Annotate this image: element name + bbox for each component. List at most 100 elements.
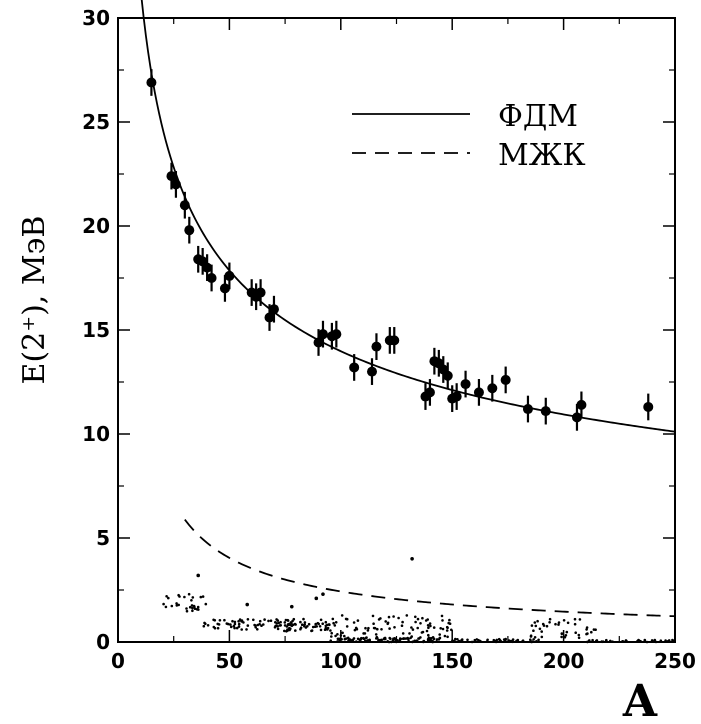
- scatter-dot: [185, 607, 188, 610]
- scatter-dot: [196, 605, 200, 609]
- y-tick-label: 20: [82, 214, 110, 238]
- scatter-dot: [371, 614, 375, 618]
- scatter-dot: [529, 635, 533, 638]
- scatter-dot: [355, 627, 359, 631]
- scatter-dot: [673, 639, 676, 642]
- x-tick-label: 50: [215, 649, 243, 673]
- scatter-dot: [405, 637, 409, 640]
- scatter-dot: [276, 625, 280, 628]
- scatter-dot: [432, 637, 436, 641]
- scatter-dot: [416, 626, 420, 630]
- scatter-dot: [252, 618, 255, 622]
- scatter-dot: [334, 634, 337, 638]
- scatter-dot: [368, 638, 371, 642]
- scatter-dot: [410, 626, 413, 629]
- scatter-dot: [380, 628, 383, 631]
- scatter-dot: [206, 624, 210, 627]
- scatter-dot: [329, 629, 332, 632]
- scatter-dot: [294, 629, 297, 632]
- scatter-dot: [577, 636, 581, 640]
- scatter-dot: [426, 624, 430, 627]
- scatter-dot: [187, 592, 191, 596]
- scatter-dot: [409, 636, 412, 640]
- data-point: [313, 337, 324, 348]
- y-tick-label: 30: [82, 6, 110, 30]
- scatter-dot: [473, 638, 477, 642]
- data-point: [473, 387, 484, 398]
- scatter-dot: [237, 625, 241, 628]
- scatter-dot: [285, 630, 288, 633]
- scatter-dot: [448, 618, 451, 622]
- scatter-dot: [377, 618, 381, 621]
- scatter-dot: [326, 626, 330, 630]
- scatter-dot: [594, 628, 597, 631]
- scatter-dot: [401, 637, 405, 640]
- scatter-dot: [534, 624, 538, 628]
- scatter-dot: [364, 636, 368, 640]
- scatter-dot: [329, 639, 333, 642]
- scatter-dot: [340, 638, 343, 641]
- scatter-dot: [585, 628, 588, 631]
- scatter-dot: [333, 624, 337, 627]
- scatter-dot: [191, 596, 195, 599]
- scatter-dot: [290, 621, 293, 625]
- scatter-dot: [314, 622, 318, 626]
- scatter-dot: [386, 640, 390, 643]
- scatter-dot: [591, 638, 594, 642]
- scatter-dot: [422, 640, 425, 643]
- scatter-dot: [302, 617, 305, 621]
- y-tick-label: 15: [82, 318, 110, 342]
- scatter-dot: [191, 606, 194, 610]
- scatter-dot: [190, 599, 193, 602]
- scatter-dot: [536, 619, 539, 623]
- data-point: [442, 370, 453, 381]
- scatter-dot: [429, 636, 433, 640]
- scatter-dot: [435, 638, 439, 641]
- scatter-dot: [217, 623, 221, 626]
- data-point: [451, 391, 462, 402]
- y-tick-label: 0: [96, 630, 110, 654]
- scatter-dot: [408, 632, 411, 635]
- data-point: [170, 179, 181, 190]
- scatter-dot: [387, 615, 391, 619]
- data-point: [224, 270, 235, 281]
- scatter-dot: [373, 626, 377, 630]
- scatter-dot: [275, 618, 278, 621]
- scatter-dot: [203, 621, 206, 625]
- scatter-dot: [388, 627, 391, 630]
- scatter-dot: [275, 622, 279, 625]
- scatter-dot: [427, 633, 430, 637]
- scatter-dot: [192, 604, 196, 608]
- scatter-dot: [516, 638, 520, 642]
- scatter-dot: [246, 624, 250, 627]
- series-line-fdm: [140, 0, 676, 433]
- scatter-dot: [269, 619, 273, 622]
- data-point: [522, 404, 533, 415]
- scatter-dot: [235, 626, 239, 630]
- scatter-dot: [438, 633, 442, 636]
- scatter-dot: [177, 593, 180, 597]
- scatter-dot: [600, 640, 604, 644]
- scatter-dot: [573, 617, 577, 621]
- data-point: [349, 362, 360, 373]
- scatter-dot: [279, 624, 283, 627]
- scatter-dot: [446, 635, 449, 639]
- scatter-dot: [590, 630, 593, 634]
- scatter-dot: [445, 625, 449, 629]
- scatter-dot: [319, 628, 323, 632]
- scatter-dot: [450, 628, 453, 632]
- scatter-dot: [557, 621, 561, 624]
- scatter-dot: [535, 640, 538, 643]
- y-tick-label: 5: [96, 526, 110, 550]
- scatter-dot: [213, 619, 217, 622]
- data-point: [179, 200, 190, 211]
- scatter-dot: [366, 629, 370, 632]
- plot-frame: [117, 17, 676, 643]
- scatter-dot: [319, 618, 323, 622]
- scatter-dot: [502, 638, 506, 641]
- scatter-dot: [466, 638, 469, 642]
- scatter-dot: [566, 621, 570, 625]
- scatter-dot: [415, 639, 419, 642]
- scatter-dot: [548, 621, 551, 624]
- scatter-dot: [495, 638, 499, 642]
